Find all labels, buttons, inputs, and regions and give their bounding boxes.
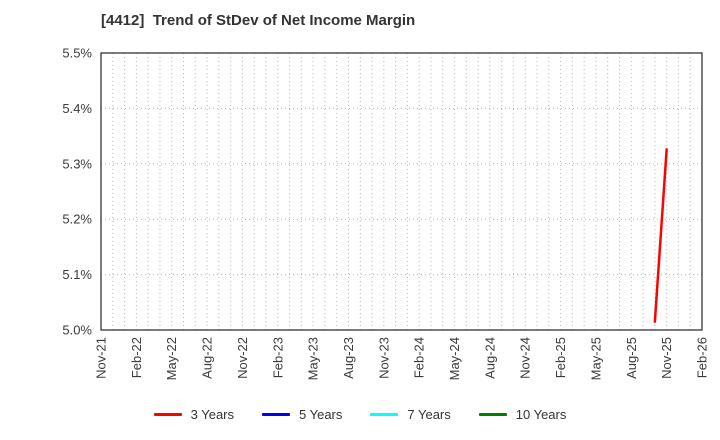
legend-label: 10 Years [515,406,567,422]
legend-label: 3 Years [190,406,234,422]
x-tick-label: Aug-22 [200,337,215,379]
x-tick-label: Aug-23 [341,337,356,379]
legend-item-10-years: 10 Years [478,406,567,422]
x-tick-label: May-25 [588,337,603,380]
legend-item-7-years: 7 Years [370,406,451,422]
x-tick-label: May-24 [447,337,462,380]
x-tick-label: Nov-21 [94,337,109,379]
y-tick-label: 5.3% [62,156,92,171]
legend-line-swatch-10-years [478,412,507,416]
series-line-3-years [653,148,668,323]
legend-line-swatch-7-years [370,412,399,416]
legend-line-swatch-3-years [153,412,182,416]
x-tick-label: Aug-25 [624,337,639,379]
y-tick-label: 5.5% [62,46,92,61]
legend-line-swatch-5-years [262,412,290,416]
legend: 3 Years 5 Years 7 Years 10 Years [0,404,720,424]
legend-item-3-years: 3 Years [153,406,234,422]
axis-frame [100,52,703,331]
legend-label: 5 Years [299,406,343,422]
legend-label: 7 Years [407,406,451,422]
chart-title: [4412] Trend of StDev of Net Income Marg… [101,12,416,29]
x-tick-label: Aug-24 [482,337,497,379]
x-tick-label: Feb-26 [695,337,710,378]
x-tick-label: May-23 [306,337,321,380]
y-tick-label: 5.0% [62,323,92,338]
x-tick-label: Nov-22 [235,337,250,379]
x-tick-label: Nov-24 [518,337,533,379]
x-tick-label: Feb-25 [553,337,568,378]
legend-item-5-years: 5 Years [262,408,342,421]
y-tick-label: 5.4% [62,101,92,116]
x-tick-label: Feb-23 [270,337,285,378]
x-tick-label: Feb-22 [129,337,144,378]
x-tick-label: Feb-24 [412,337,427,378]
y-tick-label: 5.1% [62,267,92,282]
y-tick-label: 5.2% [62,212,92,227]
x-tick-label: May-22 [164,337,179,380]
x-tick-label: Nov-23 [376,337,391,379]
x-tick-label: Nov-25 [659,337,674,379]
